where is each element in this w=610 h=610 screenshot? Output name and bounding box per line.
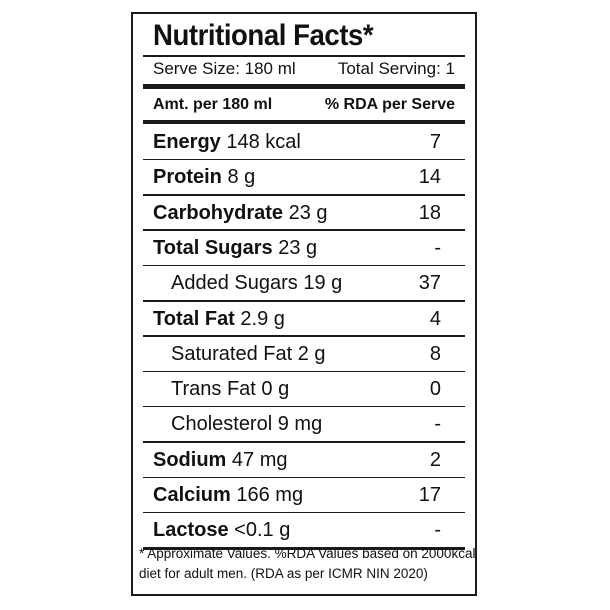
nutrient-rda: 0 xyxy=(429,378,441,401)
nutrient-amount: <0.1 g xyxy=(228,519,291,542)
nutrient-rda: 14 xyxy=(418,166,441,189)
nutrient-amount: 2.9 g xyxy=(234,307,285,330)
nutrient-name: Saturated Fat xyxy=(171,342,293,365)
nutrient-name: Protein xyxy=(153,166,222,189)
nutrient-name: Cholesterol xyxy=(171,413,273,436)
nutrient-name: Lactose xyxy=(153,519,229,542)
nutrient-name: Trans Fat xyxy=(171,378,256,401)
nutrient-amount: 0 g xyxy=(255,378,290,401)
column-header-row: Amt. per 180 ml % RDA per Serve xyxy=(153,91,455,119)
nutrient-amount: 8 g xyxy=(221,166,256,189)
nutrient-amount: 148 kcal xyxy=(220,131,301,153)
nutrition-facts-panel: Nutritional Facts* Serve Size: 180 ml To… xyxy=(131,12,477,596)
header-divider xyxy=(143,120,465,124)
nutrient-rda: 8 xyxy=(429,342,441,365)
panel-title: Nutritional Facts* xyxy=(153,19,374,52)
serving-divider xyxy=(143,84,465,89)
nutrient-row: Sodium 47 mg 2 xyxy=(153,442,455,478)
footnote-line-2: diet for adult men. (RDA as per ICMR NIN… xyxy=(139,566,428,581)
serving-info-row: Serve Size: 180 ml Total Serving: 1 xyxy=(153,57,455,81)
row-divider xyxy=(143,405,465,408)
row-divider xyxy=(143,264,465,267)
nutrient-rda: 17 xyxy=(418,484,441,506)
nutrient-name: Total Sugars xyxy=(153,236,273,259)
nutrient-row: Lactose <0.1 g - xyxy=(153,512,455,548)
row-divider xyxy=(143,194,465,196)
nutrient-rda: 18 xyxy=(418,201,441,224)
nutrient-amount: 9 mg xyxy=(272,413,323,436)
nutrient-name: Total Fat xyxy=(153,307,235,330)
nutrient-amount: 166 mg xyxy=(230,484,304,506)
nutrient-row: Protein 8 g 14 xyxy=(153,159,455,195)
nutrient-row: Saturated Fat 2 g 8 xyxy=(153,336,455,372)
nutrient-row: Total Sugars 23 g - xyxy=(153,230,455,266)
nutrient-name: Calcium xyxy=(153,484,231,506)
nutrient-rda: 2 xyxy=(429,448,441,471)
row-divider xyxy=(143,476,465,478)
nutrient-row: Total Fat 2.9 g 4 xyxy=(153,301,455,337)
nutrient-rda: - xyxy=(434,413,441,436)
row-divider xyxy=(143,370,465,373)
total-serving: Total Serving: 1 xyxy=(337,59,455,78)
nutrient-name: Energy xyxy=(153,131,221,153)
title-divider xyxy=(143,55,465,57)
nutrient-amount: 2 g xyxy=(292,342,326,365)
nutrient-amount: 23 g xyxy=(272,236,318,259)
nutrient-row: Cholesterol 9 mg - xyxy=(153,406,455,442)
nutrient-rda: 7 xyxy=(429,131,441,153)
footnote: * Approximate Values. %RDA Values based … xyxy=(139,544,476,584)
row-divider xyxy=(143,546,465,550)
nutrient-rda: - xyxy=(434,236,441,259)
serve-size: Serve Size: 180 ml xyxy=(153,59,296,78)
nutrient-amount: 47 mg xyxy=(226,448,288,471)
nutrient-name: Sodium xyxy=(153,448,227,471)
nutrient-rda: 37 xyxy=(418,272,441,295)
row-divider xyxy=(143,511,465,514)
nutrient-row: Calcium 166 mg 17 xyxy=(153,477,455,513)
nutrient-row: Trans Fat 0 g 0 xyxy=(153,371,455,407)
amount-header: Amt. per 180 ml xyxy=(153,96,273,113)
footnote-line-1: * Approximate Values. %RDA Values based … xyxy=(139,546,476,561)
rda-header: % RDA per Serve xyxy=(324,96,455,113)
nutrient-name: Carbohydrate xyxy=(153,201,284,224)
nutrient-row: Added Sugars 19 g 37 xyxy=(153,265,455,301)
row-divider xyxy=(143,300,465,302)
nutrient-amount: 19 g xyxy=(297,272,343,295)
row-divider xyxy=(143,441,465,443)
nutrient-name: Added Sugars xyxy=(171,272,298,295)
row-divider xyxy=(143,229,465,231)
nutrient-row: Energy 148 kcal 7 xyxy=(153,124,455,160)
nutrient-amount: 23 g xyxy=(283,201,328,224)
nutrient-rda: 4 xyxy=(429,307,441,330)
nutrient-row: Carbohydrate 23 g 18 xyxy=(153,195,455,231)
row-divider xyxy=(143,158,465,161)
nutrient-rda: - xyxy=(434,519,441,542)
row-divider xyxy=(143,335,465,337)
